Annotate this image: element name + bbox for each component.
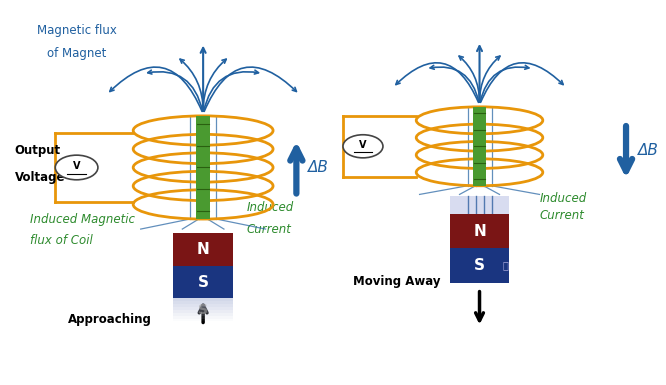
Circle shape bbox=[55, 155, 98, 180]
Text: ΔB: ΔB bbox=[638, 143, 659, 157]
Text: Output: Output bbox=[15, 144, 61, 157]
Text: Induced: Induced bbox=[539, 192, 587, 205]
Text: Current: Current bbox=[246, 223, 291, 236]
Text: Voltage: Voltage bbox=[15, 171, 65, 184]
Bar bbox=[173, 319, 233, 321]
Text: S: S bbox=[198, 303, 208, 317]
Text: S: S bbox=[198, 275, 208, 290]
Text: S: S bbox=[474, 258, 485, 273]
Text: Induced Magnetic: Induced Magnetic bbox=[30, 213, 135, 226]
Bar bbox=[450, 248, 509, 283]
Bar bbox=[173, 266, 233, 298]
Text: 百: 百 bbox=[503, 261, 509, 271]
Bar bbox=[173, 233, 233, 266]
Text: V: V bbox=[73, 161, 81, 171]
Text: Induced: Induced bbox=[246, 201, 294, 214]
Text: Magnetic flux: Magnetic flux bbox=[37, 24, 117, 37]
Bar bbox=[196, 116, 210, 219]
Bar bbox=[173, 301, 233, 304]
Text: N: N bbox=[473, 224, 486, 238]
Text: flux of Coil: flux of Coil bbox=[30, 234, 93, 247]
Bar bbox=[173, 313, 233, 316]
Text: V: V bbox=[359, 140, 367, 150]
Bar bbox=[173, 316, 233, 319]
Bar bbox=[173, 298, 233, 301]
Text: Moving Away: Moving Away bbox=[353, 275, 440, 288]
Bar bbox=[173, 310, 233, 313]
Text: of Magnet: of Magnet bbox=[47, 47, 107, 60]
Circle shape bbox=[343, 135, 383, 158]
Text: N: N bbox=[196, 242, 210, 257]
Text: Current: Current bbox=[539, 209, 584, 222]
Bar bbox=[450, 196, 509, 214]
Text: ΔB: ΔB bbox=[308, 160, 329, 175]
Text: Approaching: Approaching bbox=[68, 313, 152, 326]
Bar bbox=[450, 214, 509, 248]
Bar bbox=[473, 107, 486, 186]
Bar bbox=[173, 307, 233, 310]
Bar bbox=[173, 304, 233, 307]
